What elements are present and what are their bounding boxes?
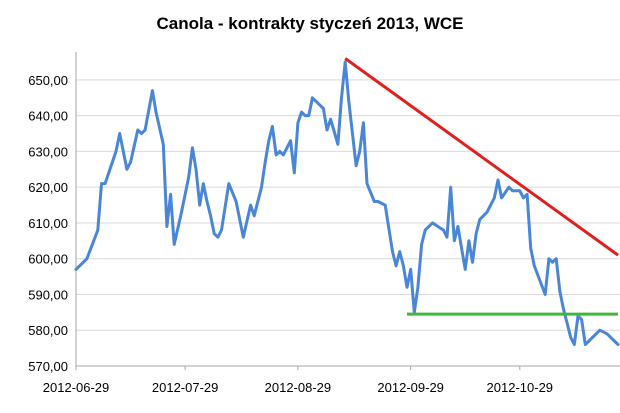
x-tick-label: 2012-07-29	[152, 380, 219, 395]
trendline-layer	[344, 57, 619, 316]
y-tick-label: 570,00	[28, 359, 68, 374]
resistance-trendline	[344, 57, 619, 257]
y-tick-label: 620,00	[28, 180, 68, 195]
x-tick-label: 2012-09-29	[377, 380, 444, 395]
y-tick-label: 590,00	[28, 287, 68, 302]
x-tick-label: 2012-06-29	[43, 380, 110, 395]
y-axis: 570,00 580,00 590,00 600,00 610,00 620,00 630,…	[28, 52, 77, 374]
x-tick-label: 2012-10-29	[487, 380, 554, 395]
chart-title: Canola - kontrakty styczeń 2013, WCE	[156, 14, 464, 33]
x-axis: 2012-06-29 2012-07-29 2012-08-29 2012-09-29…	[43, 365, 620, 395]
y-tick-label: 600,00	[28, 252, 68, 267]
y-tick-label: 630,00	[28, 144, 68, 159]
series-line	[74, 60, 620, 346]
y-tick-label: 610,00	[28, 216, 68, 231]
series-layer	[74, 60, 620, 346]
y-tick-label: 580,00	[28, 323, 68, 338]
y-tick-label: 640,00	[28, 109, 68, 124]
x-tick-label: 2012-08-29	[265, 380, 332, 395]
y-tick-label: 650,00	[28, 73, 68, 88]
